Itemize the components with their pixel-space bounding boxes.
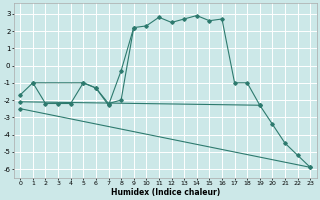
X-axis label: Humidex (Indice chaleur): Humidex (Indice chaleur) [111, 188, 220, 197]
